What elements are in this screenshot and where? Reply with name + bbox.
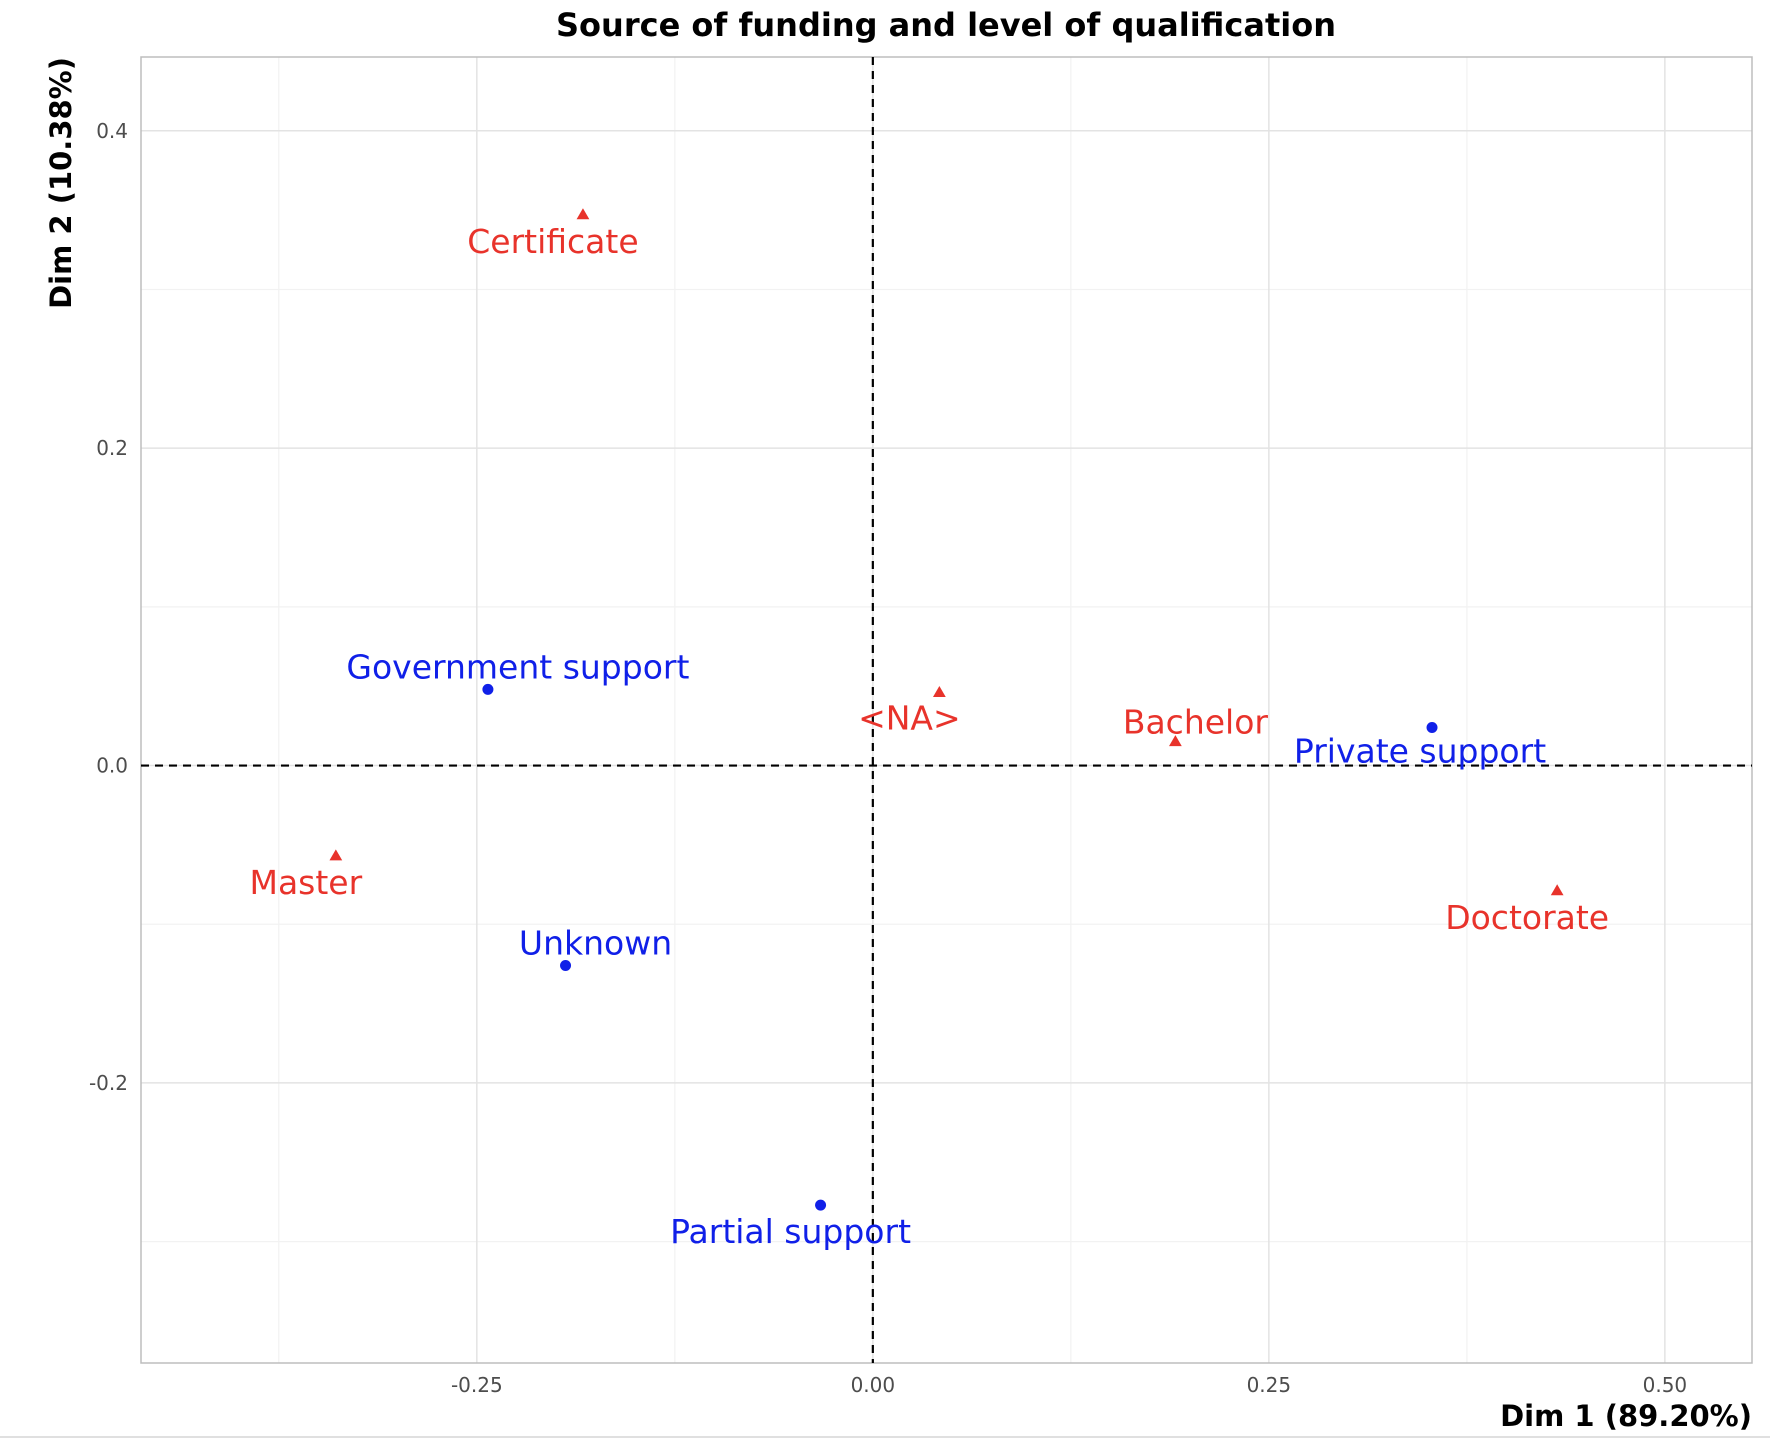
y-tick-label: 0.4	[96, 119, 128, 143]
point-government-support	[482, 683, 494, 695]
point-master	[329, 849, 343, 861]
label-private-support: Private support	[1294, 731, 1546, 770]
tick-labels: -0.25 0.00 0.25 0.50 -0.2 0.0 0.2 0.4	[89, 119, 1687, 1397]
chart-title: Source of funding and level of qualifica…	[556, 6, 1336, 44]
y-axis-title: Dim 2 (10.38%)	[44, 57, 78, 309]
point-private-support	[1426, 721, 1438, 733]
y-tick-label: 0.2	[96, 436, 128, 460]
y-tick-label: -0.2	[89, 1071, 128, 1095]
x-axis-title: Dim 1 (89.20%)	[1500, 1399, 1752, 1433]
label-na: <NA>	[858, 699, 961, 738]
label-unknown: Unknown	[519, 923, 672, 962]
label-government-support: Government support	[346, 647, 689, 686]
label-partial-support: Partial support	[670, 1212, 911, 1251]
point-partial-support	[815, 1199, 827, 1211]
point-unknown	[560, 959, 572, 971]
reference-lines	[141, 57, 1752, 1363]
y-tick-label: 0.0	[96, 754, 128, 778]
x-tick-label: -0.25	[451, 1373, 503, 1397]
label-master: Master	[249, 863, 362, 902]
point-na	[932, 685, 946, 697]
x-tick-label: 0.50	[1643, 1373, 1688, 1397]
label-bachelor: Bachelor	[1123, 703, 1269, 742]
plot-panel-border	[140, 56, 1753, 1364]
x-tick-label: 0.25	[1247, 1373, 1292, 1397]
label-doctorate: Doctorate	[1445, 898, 1609, 937]
label-certificate: Certificate	[467, 222, 638, 261]
bottom-divider	[0, 1436, 1770, 1438]
point-doctorate	[1550, 884, 1564, 896]
point-certificate	[576, 208, 590, 220]
x-tick-label: 0.00	[851, 1373, 896, 1397]
point-bachelor	[1169, 735, 1182, 747]
data-marks: Certificate <NA> Bachelor Master Doctorate Go…	[249, 208, 1609, 1251]
